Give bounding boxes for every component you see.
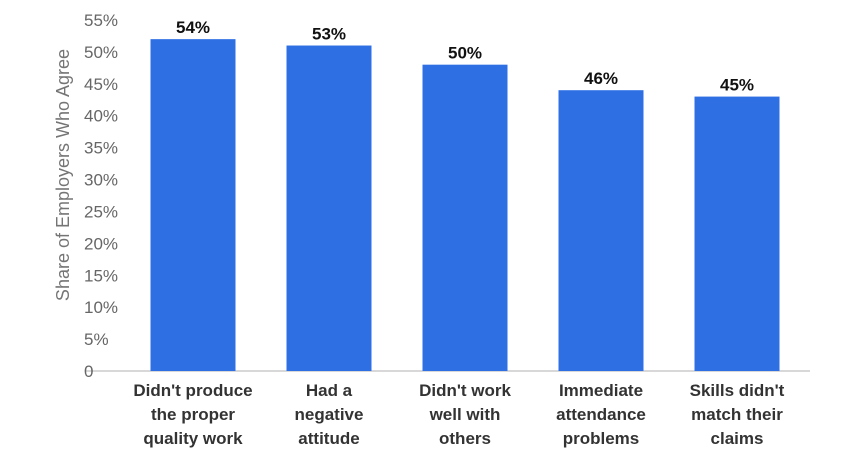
x-category-label-line: match their (691, 405, 783, 424)
x-category-label-line: problems (563, 429, 640, 448)
y-tick-label: 45% (84, 75, 118, 94)
bar (422, 64, 508, 371)
y-tick-label: 20% (84, 234, 118, 253)
bar-value-label: 54% (176, 18, 210, 37)
x-category-label: Skills didn't match their claims (690, 381, 785, 448)
x-category-label-line: attitude (298, 429, 359, 448)
x-category-label-line: negative (295, 405, 364, 424)
y-tick-label: 50% (84, 43, 118, 62)
y-tick-label: 5% (84, 330, 109, 349)
category-labels-group: Didn't produce the proper quality work Had … (133, 381, 784, 448)
y-axis-title: Share of Employers Who Agree (53, 49, 73, 301)
value-labels-group: 54% 53% 50% 46% 45% (176, 18, 754, 94)
bar (694, 96, 780, 371)
x-category-label-line: Immediate (559, 381, 643, 400)
bar (150, 39, 236, 372)
x-category-label: Didn't produce the proper quality work (133, 381, 252, 448)
bar-value-label: 45% (720, 76, 754, 95)
x-category-label-line: claims (711, 429, 764, 448)
x-category-label-line: Skills didn't (690, 381, 785, 400)
x-category-label-line: attendance (556, 405, 646, 424)
x-category-label-line: well with (429, 405, 501, 424)
y-axis-ticks: 0 5% 10% 15% 20% 25% 30% 35% 40% 45% 50% 55% (84, 11, 118, 381)
y-tick-label: 30% (84, 171, 118, 190)
bar (286, 45, 372, 371)
x-category-label-line: Didn't work (419, 381, 511, 400)
x-category-label: Immediate attendance problems (556, 381, 646, 448)
x-category-label-line: the proper (151, 405, 235, 424)
x-category-label-line: Had a (306, 381, 353, 400)
bars-group (150, 39, 780, 372)
x-category-label-line: Didn't produce (133, 381, 252, 400)
bar-value-label: 50% (448, 44, 482, 63)
y-tick-label: 40% (84, 107, 118, 126)
bar-value-label: 46% (584, 69, 618, 88)
y-tick-label: 55% (84, 11, 118, 30)
x-category-label-line: others (439, 429, 491, 448)
x-category-label: Didn't work well with others (419, 381, 511, 448)
y-tick-label: 10% (84, 298, 118, 317)
x-category-label: Had a negative attitude (295, 381, 364, 448)
y-tick-label: 0 (84, 362, 93, 381)
y-tick-label: 15% (84, 266, 118, 285)
y-tick-label: 25% (84, 202, 118, 221)
y-tick-label: 35% (84, 139, 118, 158)
x-category-label-line: quality work (143, 429, 243, 448)
bar-value-label: 53% (312, 25, 346, 44)
bar (558, 90, 644, 371)
